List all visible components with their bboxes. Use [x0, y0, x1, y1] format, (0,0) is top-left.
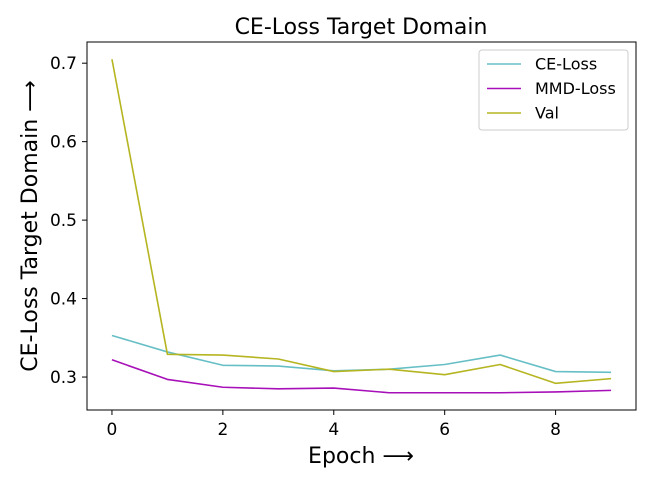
y-tick-label: 0.5: [50, 211, 77, 231]
x-tick-label: 4: [328, 420, 339, 440]
series-line-val: [111, 59, 612, 385]
x-tick-label: 6: [439, 420, 450, 440]
legend-box: [478, 49, 629, 131]
legend-label: CE-Loss: [535, 55, 597, 74]
plot-area: 0 2 4 6 8 0.3 0.4 0.5 0.6 0.7: [50, 41, 637, 440]
series-line-mmd-loss: [111, 359, 612, 394]
ticks-layer: 0 2 4 6 8 0.3 0.4 0.5 0.6 0.7: [50, 54, 561, 440]
y-tick-label: 0.7: [50, 54, 77, 74]
legend-label: Val: [535, 104, 559, 123]
legend: CE-Loss MMD-Loss Val: [478, 49, 629, 131]
y-tick-label: 0.4: [50, 290, 77, 310]
x-tick-label: 2: [217, 420, 228, 440]
y-axis-label: CE-Loss Target Domain ⟶: [18, 80, 43, 371]
y-tick-label: 0.3: [50, 368, 77, 388]
x-tick-label: 0: [107, 420, 118, 440]
legend-label: MMD-Loss: [535, 79, 616, 98]
x-axis-label: Epoch ⟶: [308, 444, 414, 469]
x-tick-label: 8: [550, 420, 561, 440]
legend-items: CE-Loss MMD-Loss Val: [487, 55, 616, 123]
y-tick-label: 0.6: [50, 133, 77, 153]
series-layer: [111, 59, 612, 394]
plot-frame: [86, 41, 637, 411]
chart-title: CE-Loss Target Domain: [235, 15, 488, 40]
